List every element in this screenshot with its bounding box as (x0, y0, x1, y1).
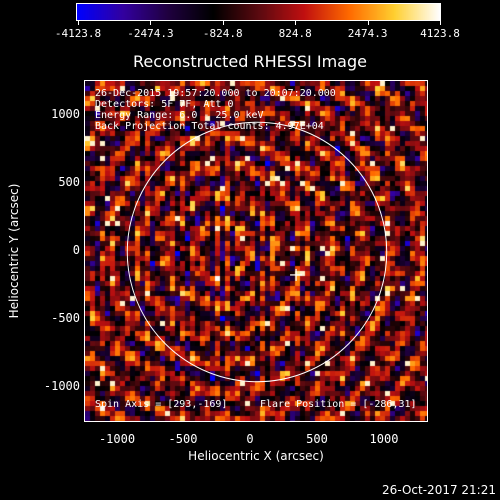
x-tick-label: 1000 (369, 432, 399, 446)
time-range-text: 26-Dec-2015 19:57:20.000 to 20:07:20.000 (95, 88, 336, 99)
image-title: Reconstructed RHESSI Image (133, 52, 367, 71)
colorbar-tick-mark (150, 21, 152, 25)
y-tick-label: -500 (51, 311, 80, 325)
rhessi-image-plot (84, 80, 428, 422)
detectors-text: Detectors: 5F 7F, Att 0 (95, 99, 234, 110)
footer-timestamp: 26-Oct-2017 21:21 (382, 483, 496, 497)
reconstructed-image (85, 81, 427, 421)
x-tick-label: 500 (306, 432, 328, 446)
spin-axis-cross-icon (290, 268, 303, 281)
colorbar-tick-label: -2474.3 (127, 27, 174, 40)
plot-overlay (126, 121, 388, 383)
colorbar-tick-mark (440, 21, 441, 25)
x-axis-label: Heliocentric X (arcsec) (188, 449, 324, 463)
solar-limb-circle (126, 121, 388, 383)
y-axis-label: Heliocentric Y (arcsec) (7, 183, 21, 319)
colorbar-tick-label: 4123.8 (420, 27, 460, 40)
y-tick-label: 1000 (51, 107, 80, 121)
colorbar-tick-label: 2474.3 (347, 27, 388, 40)
y-tick-label: -1000 (43, 379, 80, 393)
x-tick-label: -500 (168, 432, 198, 446)
y-tick-label: 500 (58, 175, 80, 189)
colorbar-tick-label: -4123.8 (54, 27, 102, 40)
energy-range-text: Energy Range: 6.0 - 25.0 keV (95, 110, 264, 121)
method-counts-text: Back Projection Total counts: 4.97E+04 (95, 121, 324, 132)
flare-position-text: Flare Position = [-286,31] (260, 399, 417, 410)
colorbar-tick-label: 824.8 (278, 27, 312, 40)
colorbar-tick-label: -824.8 (202, 27, 243, 40)
colorbar-tick-mark (367, 21, 369, 25)
colorbar (76, 3, 441, 21)
y-tick-label: 0 (72, 243, 80, 257)
x-tick-label: 0 (246, 432, 254, 446)
spin-axis-text: Spin Axis = [293,-169] (95, 399, 228, 410)
colorbar-tick-mark (295, 21, 297, 25)
colorbar-tick-mark (222, 21, 224, 25)
x-tick-label: -1000 (98, 432, 136, 446)
colorbar-tick-mark (78, 21, 79, 25)
